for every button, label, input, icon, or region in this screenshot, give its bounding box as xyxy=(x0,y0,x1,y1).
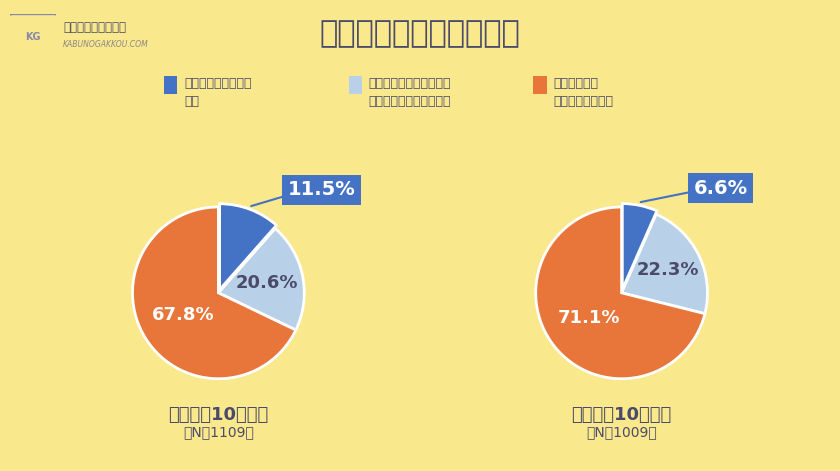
Text: 被害や勧誘を
受けたことはない: 被害や勧誘を 受けたことはない xyxy=(554,77,613,108)
Text: KABUNOGAKKOU.COM: KABUNOGAKKOU.COM xyxy=(63,40,149,49)
Wedge shape xyxy=(218,228,304,330)
Text: （N＝1109）: （N＝1109） xyxy=(183,425,254,439)
Text: 11.5%: 11.5% xyxy=(287,180,355,199)
Text: （N＝1009）: （N＝1009） xyxy=(586,425,657,439)
Text: KG: KG xyxy=(25,32,41,42)
Wedge shape xyxy=(622,214,707,314)
Wedge shape xyxy=(622,203,657,290)
Text: 投資経験10年未満: 投資経験10年未満 xyxy=(168,406,269,424)
Wedge shape xyxy=(133,207,296,379)
Text: 投資経験10年以上: 投資経験10年以上 xyxy=(571,406,672,424)
Text: 6.6%: 6.6% xyxy=(693,179,748,197)
Text: 被害にあったことが
ある: 被害にあったことが ある xyxy=(184,77,251,108)
Text: 株の学校ドットコム: 株の学校ドットコム xyxy=(63,21,126,34)
Text: 20.6%: 20.6% xyxy=(236,274,298,292)
Wedge shape xyxy=(219,204,276,290)
Text: 投資経験と投資詐欺被害: 投資経験と投資詐欺被害 xyxy=(320,19,520,48)
Text: 被害は受けていないが、
勧誘を受けたことがある: 被害は受けていないが、 勧誘を受けたことがある xyxy=(369,77,451,108)
Text: 71.1%: 71.1% xyxy=(558,309,621,327)
Text: 22.3%: 22.3% xyxy=(637,261,699,279)
Text: 67.8%: 67.8% xyxy=(152,306,215,324)
Wedge shape xyxy=(536,207,705,379)
